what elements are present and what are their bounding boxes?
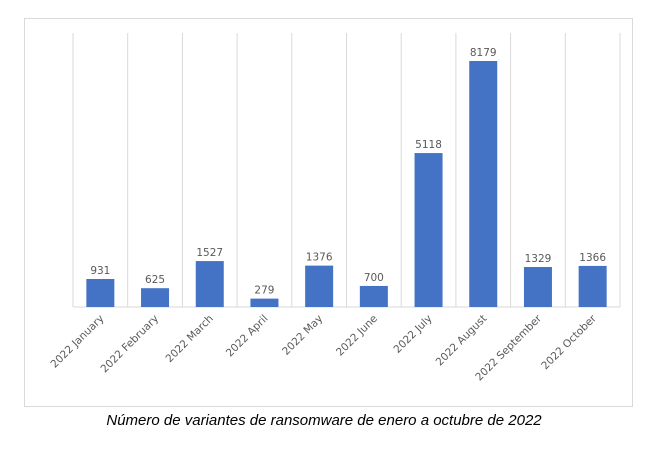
bar-5 <box>305 265 334 307</box>
data-label: 1366 <box>579 252 606 264</box>
data-label: 1376 <box>306 252 333 264</box>
chart-caption: Número de variantes de ransomware de ene… <box>106 412 542 429</box>
x-tick-label: 2022 October <box>539 312 599 372</box>
x-tick-label: 2022 June <box>334 313 380 359</box>
x-tick-label: 2022 May <box>280 313 325 358</box>
x-tick-label: 2022 January <box>49 313 107 371</box>
data-label: 931 <box>90 265 110 277</box>
bar-8 <box>469 61 498 307</box>
data-label: 8179 <box>470 47 497 59</box>
data-label: 5118 <box>415 139 442 151</box>
data-label: 1527 <box>196 247 223 259</box>
data-label: 279 <box>254 285 274 297</box>
data-label: 625 <box>145 274 165 286</box>
bar-2 <box>141 288 170 307</box>
x-tick-label: 2022 February <box>99 313 162 376</box>
bar-6 <box>359 285 388 307</box>
chart-frame: 931 2022 January 625 2022 February 1527 2022 … <box>24 18 633 407</box>
bar-9 <box>523 267 552 307</box>
bar-3 <box>195 261 224 307</box>
data-label: 1329 <box>525 253 552 265</box>
x-tick-label: 2022 March <box>163 313 215 365</box>
bar-10 <box>578 265 607 307</box>
x-tick-label: 2022 July <box>392 313 435 356</box>
x-tick-label: 2022 April <box>224 313 271 360</box>
bar-7 <box>414 153 443 307</box>
bar-1 <box>86 278 115 307</box>
bar-chart: 931 2022 January 625 2022 February 1527 2022 … <box>49 33 621 383</box>
x-tick-label: 2022 August <box>434 313 490 369</box>
bar-4 <box>250 298 279 307</box>
data-label: 700 <box>364 272 384 284</box>
